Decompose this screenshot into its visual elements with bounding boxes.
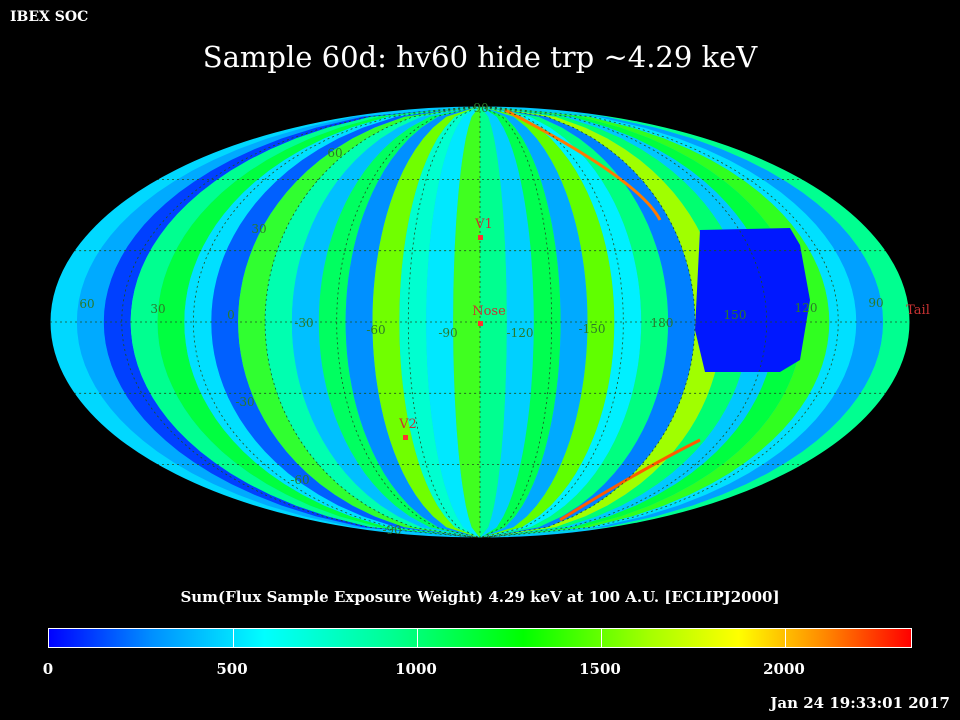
lon-label: -90 — [438, 326, 457, 340]
marker-label-v1: V1 — [474, 217, 493, 232]
meridian-line — [479, 106, 839, 538]
lon-label: -30 — [294, 316, 313, 330]
colorbar-label: 500 — [216, 660, 248, 678]
marker-v2 — [403, 435, 408, 440]
flux-band — [399, 106, 480, 538]
lon-label: 30 — [150, 302, 165, 316]
map-title: Sample 60d: hv60 hide trp ~4.29 keV — [202, 40, 758, 74]
flux-band — [345, 106, 480, 538]
flux-band — [426, 106, 480, 538]
flux-band — [480, 106, 642, 538]
meridian-line — [264, 106, 481, 538]
flux-band — [480, 106, 561, 538]
flux-band — [480, 106, 588, 538]
meridian-line — [121, 106, 481, 538]
lon-label: 150 — [724, 308, 747, 322]
meridian-line — [407, 106, 481, 538]
colorbar-tick — [601, 629, 602, 647]
marker-label-nose: Nose — [472, 304, 506, 319]
lat-label: -60 — [290, 473, 309, 487]
timestamp: Jan 24 19:33:01 2017 — [770, 694, 950, 712]
flux-band — [480, 106, 669, 538]
colorbar-label: 2000 — [763, 660, 805, 678]
lat-label: 60 — [327, 146, 342, 160]
colorbar-tick — [785, 629, 786, 647]
flux-band — [372, 106, 480, 538]
sky-map: 60 30 0 -30 -60 -90 -120 -150 180 150 12… — [49, 101, 930, 539]
marker-nose — [478, 321, 483, 326]
flux-bands — [50, 106, 910, 538]
lon-label: -120 — [507, 326, 534, 340]
lon-label: 180 — [651, 316, 674, 330]
colorbar-tick — [233, 629, 234, 647]
colorbar-label: 0 — [42, 660, 54, 678]
meridian-line — [192, 106, 481, 538]
lon-label: -60 — [366, 323, 385, 337]
lon-label: 0 — [227, 308, 235, 322]
lon-label: -150 — [579, 322, 606, 336]
coordinate-grid — [50, 106, 910, 538]
marker-label-tail: Tail — [906, 303, 930, 318]
high-flux-streak — [559, 438, 701, 522]
colorbar-title: Sum(Flux Sample Exposure Weight) 4.29 ke… — [180, 588, 780, 606]
marker-label-v2: V2 — [398, 417, 417, 432]
meridian-line — [479, 106, 553, 538]
meridian-line — [479, 106, 696, 538]
lon-label: 120 — [795, 301, 818, 315]
colorbar-label: 1000 — [395, 660, 437, 678]
lat-label: 30 — [251, 222, 266, 236]
colorbar — [48, 628, 912, 648]
flux-band — [480, 106, 615, 538]
lat-label: -30 — [235, 395, 254, 409]
lat-label: 90 — [473, 101, 488, 115]
lat-label: -90 — [382, 523, 401, 537]
marker-v1 — [478, 235, 483, 240]
flux-band — [291, 106, 480, 538]
high-flux-streak — [504, 108, 662, 221]
flux-band — [480, 106, 507, 538]
lon-label: 60 — [79, 297, 94, 311]
colorbar-tick — [417, 629, 418, 647]
low-flux-region — [695, 228, 810, 372]
colorbar-label: 1500 — [579, 660, 621, 678]
org-label: IBEX SOC — [10, 9, 89, 25]
flux-band — [318, 106, 480, 538]
lon-label: 90 — [868, 296, 883, 310]
flux-patches — [504, 108, 810, 522]
